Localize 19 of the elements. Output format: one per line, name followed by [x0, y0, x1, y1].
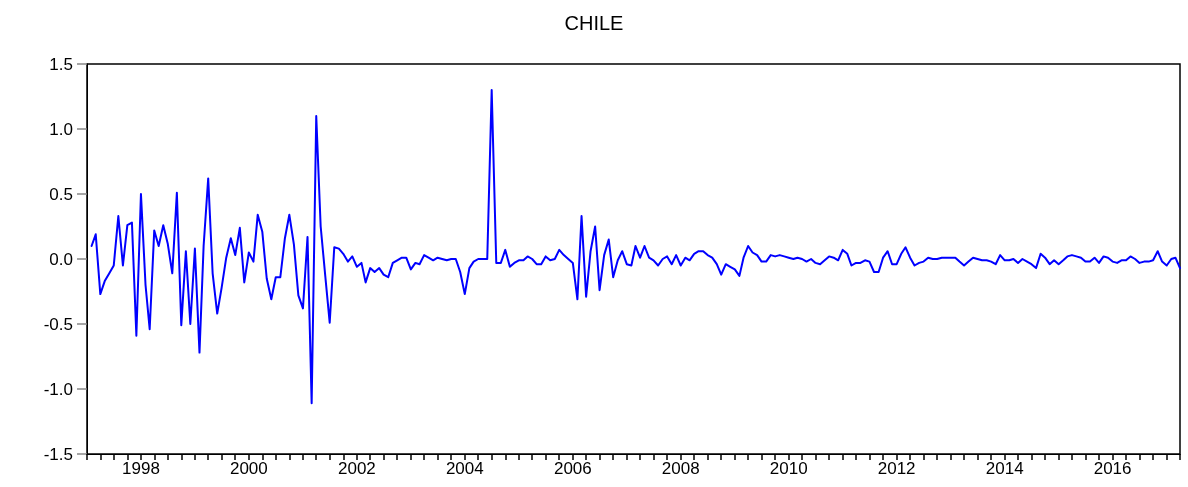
- chart-title: CHILE: [564, 12, 624, 34]
- x-tick-label: 2006: [553, 459, 592, 478]
- y-tick-label: 0.5: [49, 184, 73, 204]
- y-tick-label: 1.5: [49, 54, 73, 74]
- y-tick-label: 0.0: [49, 249, 73, 269]
- x-tick-label: 2010: [769, 459, 808, 478]
- x-tick-label: 2016: [1093, 459, 1132, 478]
- x-tick-label: 2008: [661, 459, 700, 478]
- y-tick-label: -1.5: [43, 444, 73, 464]
- x-tick-label: 1998: [122, 459, 160, 478]
- x-tick-label: 2000: [229, 459, 268, 478]
- x-tick-label: 2004: [445, 459, 484, 478]
- line-series: [90, 89, 1181, 405]
- y-tick-label: 1.0: [49, 119, 73, 139]
- y-tick-label: -1.0: [43, 379, 73, 399]
- x-tick-label: 2014: [985, 459, 1024, 478]
- y-tick-label: -0.5: [43, 314, 73, 334]
- x-tick-label: 2002: [337, 459, 376, 478]
- x-tick-label: 2012: [877, 459, 916, 478]
